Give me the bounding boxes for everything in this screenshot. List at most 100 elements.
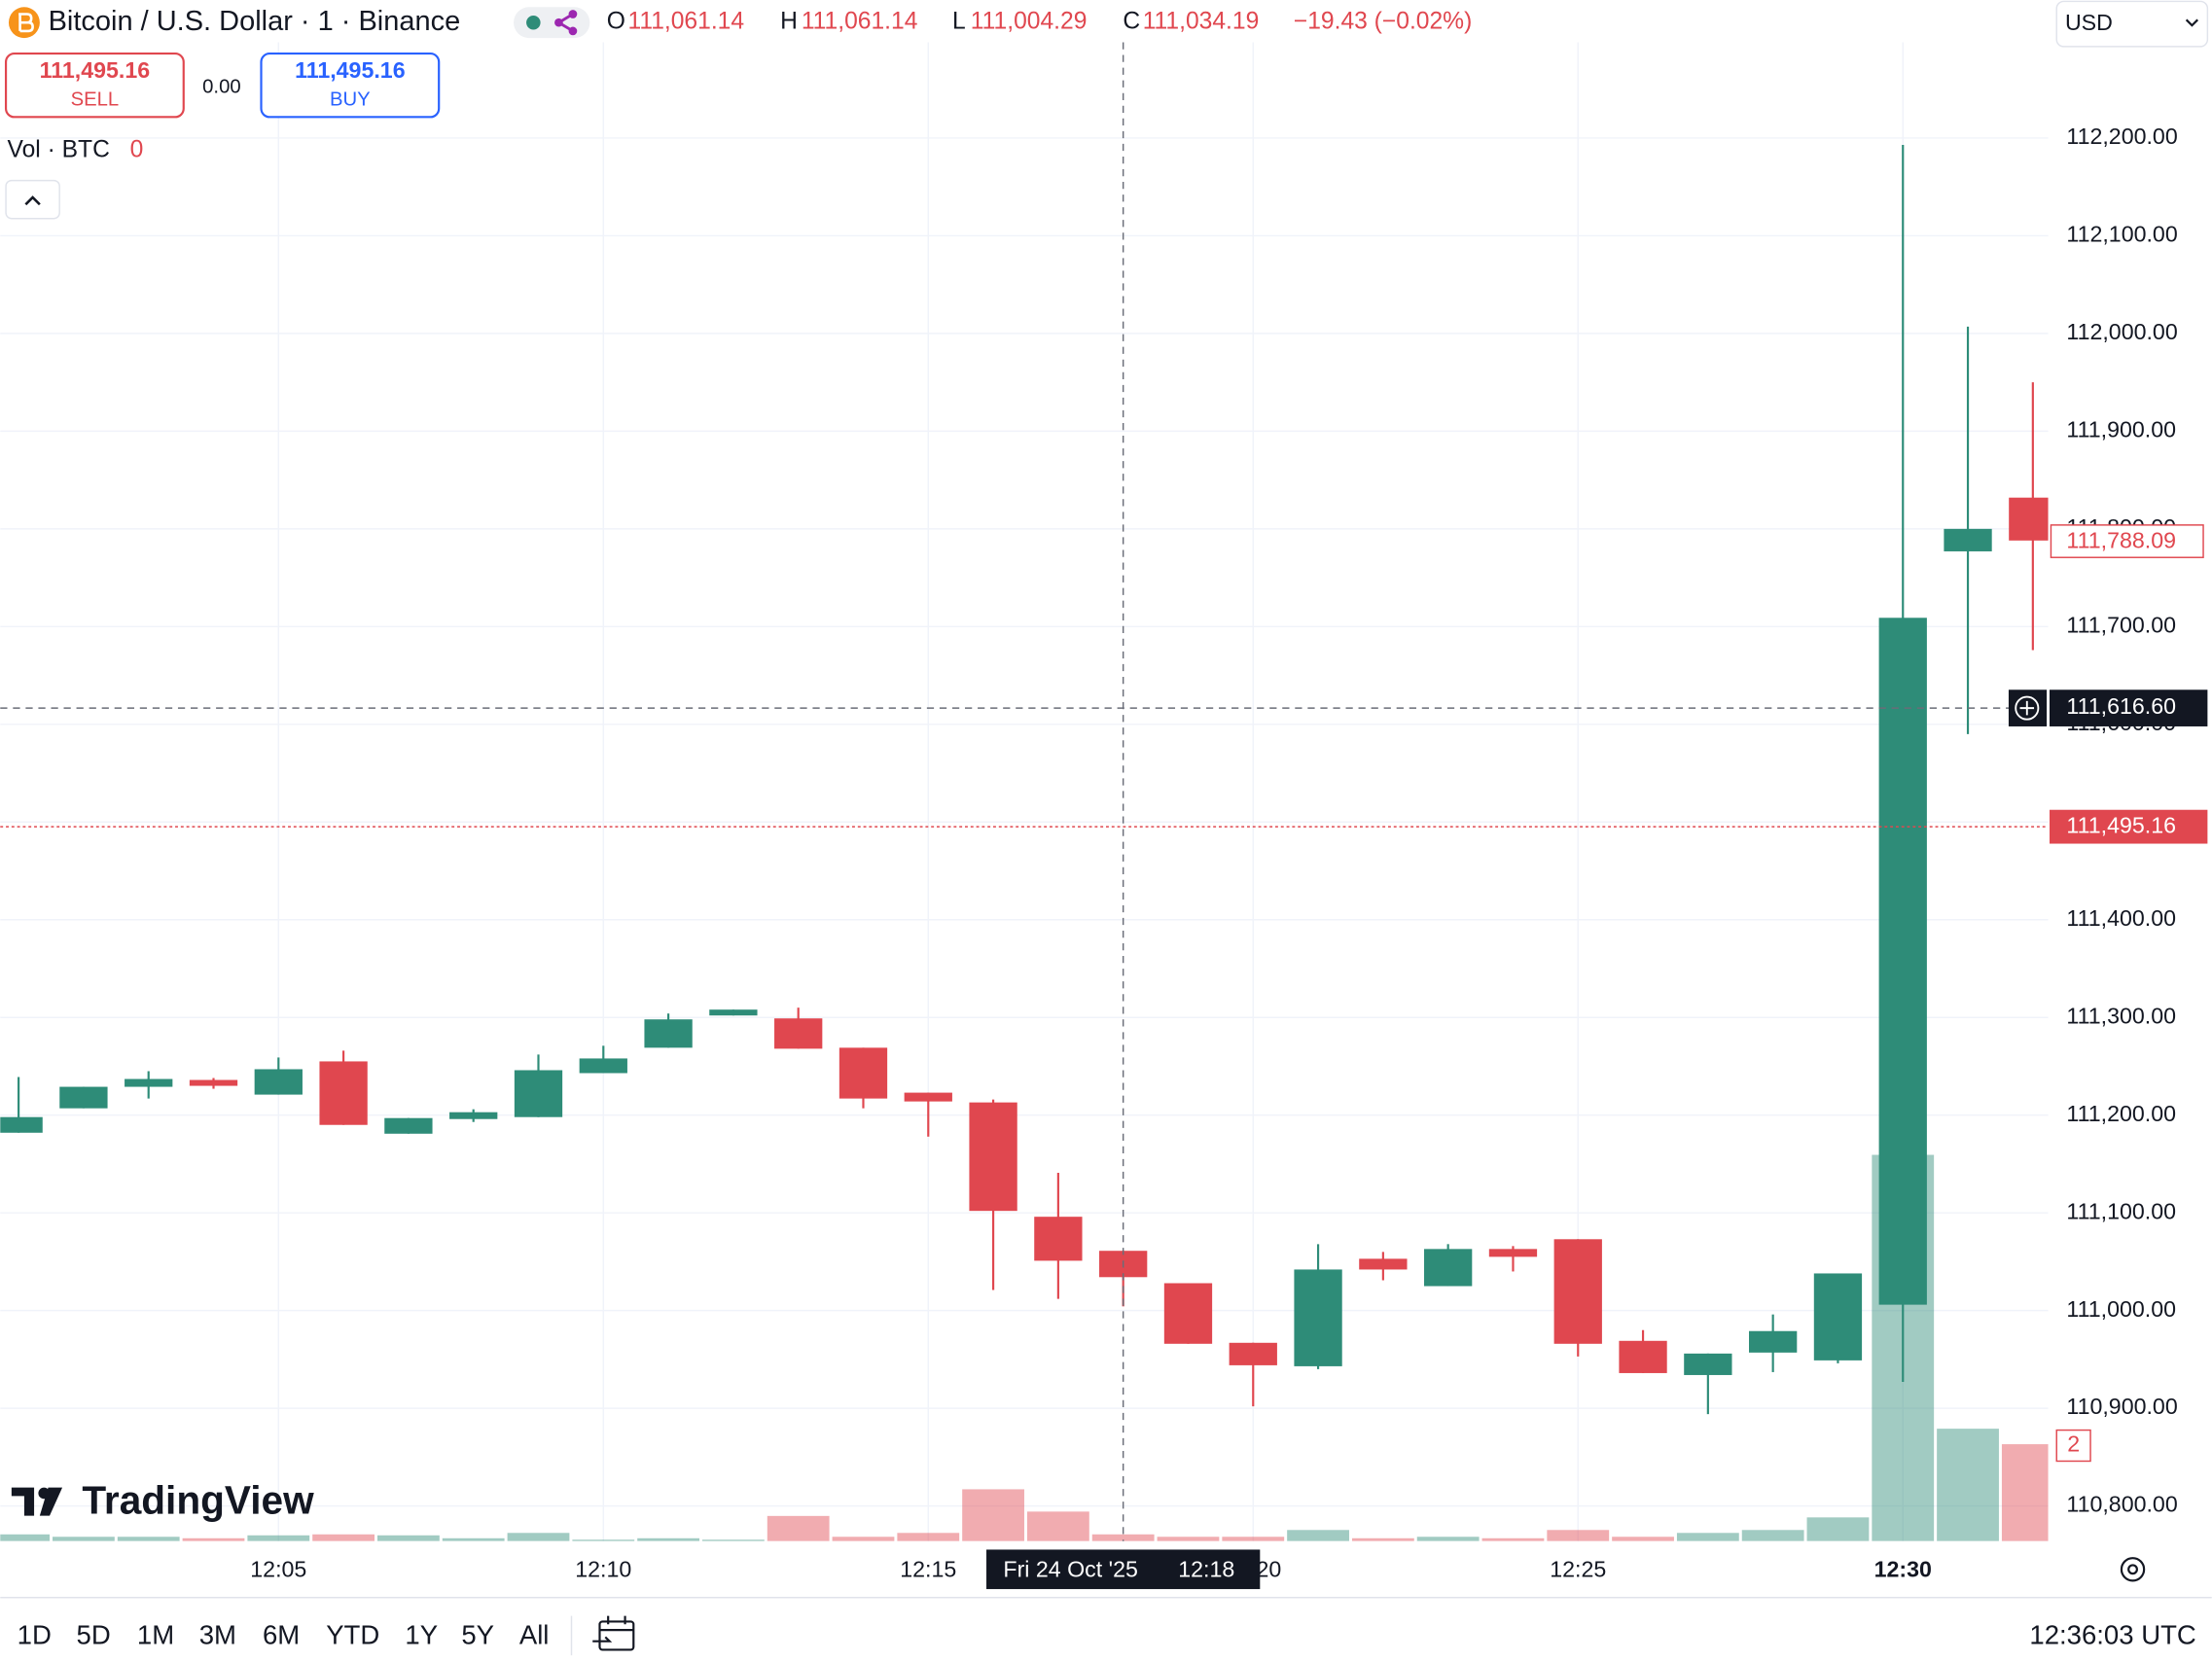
volume-bar bbox=[1612, 1537, 1674, 1541]
sell-label: SELL bbox=[71, 88, 120, 110]
volume-bar bbox=[53, 1537, 115, 1541]
symbol-title[interactable]: Bitcoin / U.S. Dollar · 1 · Binance bbox=[49, 6, 461, 37]
candle-body bbox=[0, 1116, 43, 1133]
currency-select[interactable] bbox=[2055, 0, 2209, 48]
ohlc-change: −19.43 (−0.02%) bbox=[1294, 9, 1472, 35]
candle-body bbox=[189, 1079, 238, 1086]
x-tick-label: 12:15 bbox=[900, 1556, 956, 1581]
candle-body bbox=[709, 1009, 758, 1016]
buy-label: BUY bbox=[330, 88, 371, 110]
ohlc-key: O bbox=[607, 9, 625, 35]
range-button[interactable]: 1Y bbox=[405, 1620, 438, 1650]
candle-body bbox=[59, 1086, 108, 1109]
candle-body bbox=[904, 1092, 952, 1102]
range-button[interactable]: 1D bbox=[18, 1620, 52, 1650]
candle-body bbox=[579, 1058, 627, 1074]
dot bbox=[554, 18, 563, 27]
y-tick-label: 111,400.00 bbox=[2066, 905, 2176, 931]
chevron bbox=[2185, 18, 2199, 27]
volume-pane bbox=[0, 1154, 2049, 1541]
volume-bar bbox=[0, 1534, 51, 1541]
range-button[interactable]: 1M bbox=[137, 1620, 174, 1650]
candle-body bbox=[514, 1070, 563, 1117]
volume-bar bbox=[1741, 1530, 1804, 1541]
settings-icon[interactable] bbox=[2120, 1557, 2146, 1582]
candle-body bbox=[838, 1047, 888, 1099]
y-tick-label: 112,100.00 bbox=[2066, 222, 2177, 247]
range-button[interactable]: 5D bbox=[77, 1620, 111, 1650]
crosshair-date: Fri 24 Oct '25 bbox=[1003, 1556, 1137, 1581]
volume-bar bbox=[377, 1535, 440, 1541]
range-button[interactable]: All bbox=[519, 1620, 550, 1650]
last-price-box bbox=[2050, 524, 2204, 558]
volume-bar bbox=[1481, 1537, 1545, 1541]
volume-bar bbox=[962, 1489, 1024, 1541]
clock: 12:36:03 UTC bbox=[2029, 1620, 2195, 1650]
status-pill[interactable] bbox=[514, 7, 590, 39]
volume-bar bbox=[442, 1537, 505, 1541]
sell-button[interactable] bbox=[4, 53, 185, 119]
volume-bar bbox=[182, 1537, 245, 1541]
range-button[interactable]: 3M bbox=[199, 1620, 236, 1650]
settings-glyph bbox=[2127, 1564, 2138, 1575]
candle-body bbox=[254, 1069, 303, 1095]
grid bbox=[0, 42, 2049, 1541]
x-tick-label: 12:10 bbox=[575, 1556, 631, 1581]
logo-text: TradingView bbox=[82, 1477, 314, 1522]
y-tick-label: 111,200.00 bbox=[2066, 1101, 2176, 1126]
volume-bar bbox=[1026, 1511, 1089, 1541]
volume-bar bbox=[572, 1539, 635, 1541]
volume-label: 2 bbox=[2067, 1431, 2080, 1457]
dot bbox=[568, 26, 578, 36]
collapse-button[interactable] bbox=[5, 179, 60, 220]
volume-bar bbox=[312, 1534, 375, 1541]
candle-body bbox=[1878, 618, 1927, 1305]
crosshair-price-box bbox=[2049, 689, 2208, 726]
candle-body bbox=[1749, 1330, 1798, 1353]
ohlc-value: 111,061.14 bbox=[802, 9, 918, 35]
ohlc-value: 111,034.19 bbox=[1143, 9, 1260, 35]
volume-bar bbox=[701, 1539, 765, 1541]
candle-body bbox=[1359, 1258, 1408, 1270]
dot bbox=[568, 10, 578, 18]
volume-legend-value: 0 bbox=[130, 137, 144, 163]
add-alert-glyph bbox=[2019, 700, 2035, 716]
candle-body bbox=[969, 1102, 1017, 1212]
candle-body bbox=[449, 1112, 498, 1119]
ohlc-key: C bbox=[1123, 9, 1140, 35]
volume-bar bbox=[897, 1533, 960, 1541]
calendar-icon[interactable] bbox=[598, 1620, 635, 1651]
volume-bar bbox=[1091, 1534, 1155, 1541]
volume-bar bbox=[1351, 1537, 1414, 1541]
range-button[interactable]: 5Y bbox=[461, 1620, 494, 1650]
volume-bar bbox=[117, 1537, 180, 1541]
x-tick-label: 12:30 bbox=[1874, 1556, 1932, 1581]
candle-body bbox=[1619, 1340, 1667, 1373]
market-status bbox=[526, 15, 541, 30]
volume-bar bbox=[247, 1535, 310, 1541]
candle-body bbox=[1424, 1249, 1473, 1287]
bid-label-box bbox=[2049, 809, 2208, 844]
ohlc-key: L bbox=[952, 9, 966, 35]
y-tick-label: 111,700.00 bbox=[2066, 612, 2176, 637]
y-tick-label: 111,300.00 bbox=[2066, 1003, 2176, 1028]
volume-bar bbox=[1157, 1537, 1220, 1541]
overlays: 111,495.16 111,788.09 2 111,616.60 Fri 24 Oc… bbox=[0, 42, 2208, 1590]
range-button[interactable]: 6M bbox=[263, 1620, 300, 1650]
chevron bbox=[24, 195, 41, 206]
candle-body bbox=[644, 1019, 693, 1048]
candle-body bbox=[1488, 1249, 1538, 1257]
range-button[interactable]: YTD bbox=[326, 1620, 379, 1650]
candle-body bbox=[1034, 1217, 1083, 1261]
calendar-glyph bbox=[592, 1615, 634, 1643]
candle-body bbox=[384, 1117, 433, 1134]
candle-body bbox=[1294, 1269, 1342, 1366]
candle-body bbox=[2009, 497, 2049, 541]
add-alert-icon bbox=[2015, 695, 2040, 721]
logo-mark bbox=[11, 1487, 63, 1516]
buy-button[interactable] bbox=[260, 53, 441, 119]
volume-bar bbox=[832, 1537, 895, 1541]
crosshair-time: 12:18 bbox=[1178, 1556, 1234, 1581]
y-tick-label: 112,000.00 bbox=[2066, 319, 2177, 344]
